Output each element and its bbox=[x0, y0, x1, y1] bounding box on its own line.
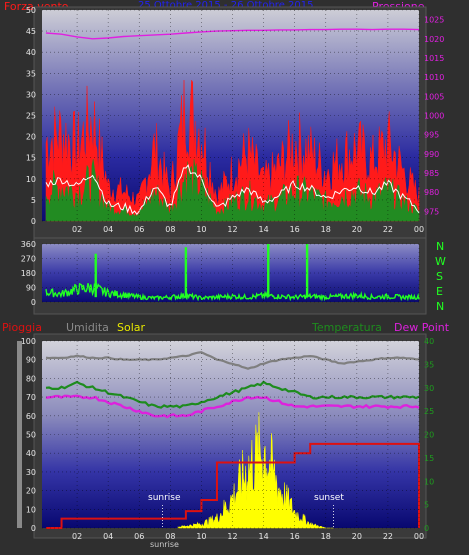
p3-right-y-tick: 40 bbox=[424, 337, 434, 346]
p3-x-tick: 12 bbox=[227, 532, 237, 541]
p1-right-y-tick: 1005 bbox=[424, 92, 444, 101]
p3-right-y-tick: 35 bbox=[424, 360, 434, 369]
p3-right-y-tick: 10 bbox=[424, 477, 434, 486]
compass-w: W bbox=[435, 255, 446, 268]
solar-area bbox=[177, 412, 334, 529]
p3-right-y-tick: 25 bbox=[424, 407, 434, 416]
p2-left-y-tick: 0 bbox=[31, 298, 36, 307]
p1-x-tick: 22 bbox=[383, 225, 393, 234]
p1-right-y-tick: 1015 bbox=[424, 54, 444, 63]
sunrise-label: sunrise bbox=[148, 493, 181, 503]
p3-right-y-tick: 30 bbox=[424, 384, 434, 393]
panel3-content: 02 04 06 08 10 12 14 16 18 20 22 000102030405060708… bbox=[21, 337, 434, 541]
p1-left-y-tick: 15 bbox=[26, 154, 36, 163]
rain-line bbox=[46, 442, 420, 529]
p3-x-tick: 22 bbox=[383, 532, 393, 541]
wind-gust-area bbox=[45, 79, 420, 222]
p3-x-tick: 18 bbox=[321, 532, 331, 541]
compass-n-bottom: N bbox=[436, 300, 445, 313]
p2-left-y-tick: 90 bbox=[26, 284, 36, 293]
p3-x-tick: 10 bbox=[196, 532, 206, 541]
p1-right-y-tick: 995 bbox=[424, 131, 439, 140]
p2-left-y-tick: 180 bbox=[21, 269, 36, 278]
humidity-legend: Umidita bbox=[66, 321, 109, 334]
dew-point-line bbox=[45, 394, 420, 419]
p1-left-y-tick: 10 bbox=[26, 175, 36, 184]
p3-right-y-tick: 20 bbox=[424, 431, 434, 440]
p3-x-tick: 06 bbox=[134, 532, 144, 541]
wind-direction-line bbox=[45, 282, 420, 302]
p1-x-tick: 06 bbox=[134, 225, 144, 234]
p1-left-y-tick: 40 bbox=[26, 48, 36, 57]
p3-left-y-tick: 100 bbox=[21, 337, 36, 346]
p1-x-tick: 16 bbox=[290, 225, 300, 234]
panel2-content: 0 90 180 270 360 bbox=[21, 240, 420, 307]
p1-right-y-tick: 985 bbox=[424, 169, 439, 178]
p1-right-y-tick: 975 bbox=[424, 207, 439, 216]
p1-left-y-tick: 20 bbox=[26, 133, 36, 142]
date-range-title: 25 Ottobre 2015 - 26 Ottobre 2015 bbox=[138, 0, 314, 11]
p1-left-y-tick: 5 bbox=[31, 196, 36, 205]
compass-s: S bbox=[436, 270, 443, 283]
p1-right-y-tick: 1010 bbox=[424, 73, 444, 82]
p3-x-tick: 02 bbox=[72, 532, 82, 541]
p1-right-y-tick: 1025 bbox=[424, 16, 444, 25]
p1-x-tick: 14 bbox=[258, 225, 268, 234]
p1-right-y-tick: 1000 bbox=[424, 112, 444, 121]
p3-left-y-tick: 80 bbox=[26, 374, 36, 383]
p1-x-tick: 12 bbox=[227, 225, 237, 234]
p1-x-tick: 08 bbox=[165, 225, 175, 234]
p1-right-y-tick: 1020 bbox=[424, 35, 444, 44]
wind-avg-area bbox=[45, 159, 420, 222]
compass-n-top: N bbox=[436, 240, 445, 253]
humidity-scale-bar bbox=[17, 341, 22, 528]
sunrise-axis-label: sunrise bbox=[150, 540, 179, 549]
p1-left-y-tick: 30 bbox=[26, 90, 36, 99]
compass-e: E bbox=[436, 285, 443, 298]
p3-left-y-tick: 10 bbox=[26, 505, 36, 514]
p1-x-tick: 10 bbox=[196, 225, 206, 234]
p3-x-tick: 04 bbox=[103, 532, 113, 541]
p3-right-y-tick: 5 bbox=[424, 501, 429, 510]
panel1-content: 02 04 06 08 10 12 14 16 18 20 22 000510152025303540… bbox=[26, 6, 445, 234]
p3-left-y-tick: 90 bbox=[26, 356, 36, 365]
p3-x-tick: 14 bbox=[258, 532, 268, 541]
sunset-label: sunset bbox=[314, 493, 344, 503]
rain-legend: Pioggia bbox=[2, 321, 42, 334]
p3-right-y-tick: 0 bbox=[424, 524, 429, 533]
dew-point-legend: Dew Point bbox=[394, 321, 450, 334]
p1-right-y-tick: 980 bbox=[424, 188, 439, 197]
p3-left-y-tick: 60 bbox=[26, 412, 36, 421]
p3-left-y-tick: 30 bbox=[26, 468, 36, 477]
p3-x-tick: 16 bbox=[290, 532, 300, 541]
solar-legend: Solar bbox=[117, 321, 146, 334]
p1-left-y-tick: 50 bbox=[26, 6, 36, 15]
p1-x-tick: 00 bbox=[414, 225, 424, 234]
p1-left-y-tick: 35 bbox=[26, 69, 36, 78]
p1-left-y-tick: 45 bbox=[26, 27, 36, 36]
p1-right-y-tick: 990 bbox=[424, 150, 439, 159]
p3-left-y-tick: 50 bbox=[26, 431, 36, 440]
p1-x-tick: 02 bbox=[72, 225, 82, 234]
p3-x-tick: 20 bbox=[352, 532, 362, 541]
p3-x-tick: 08 bbox=[165, 532, 175, 541]
p3-left-y-tick: 40 bbox=[26, 449, 36, 458]
temperature-legend: Temperatura bbox=[312, 321, 382, 334]
p1-x-tick: 04 bbox=[103, 225, 113, 234]
p1-left-y-tick: 25 bbox=[26, 112, 36, 121]
p2-left-y-tick: 270 bbox=[21, 255, 36, 264]
p3-right-y-tick: 15 bbox=[424, 454, 434, 463]
p3-left-y-tick: 0 bbox=[31, 524, 36, 533]
p1-x-tick: 18 bbox=[321, 225, 331, 234]
p1-x-tick: 20 bbox=[352, 225, 362, 234]
p3-x-tick: 00 bbox=[414, 532, 424, 541]
p2-left-y-tick: 360 bbox=[21, 240, 36, 249]
p3-left-y-tick: 20 bbox=[26, 487, 36, 496]
p3-left-y-tick: 70 bbox=[26, 393, 36, 402]
p1-left-y-tick: 0 bbox=[31, 217, 36, 226]
